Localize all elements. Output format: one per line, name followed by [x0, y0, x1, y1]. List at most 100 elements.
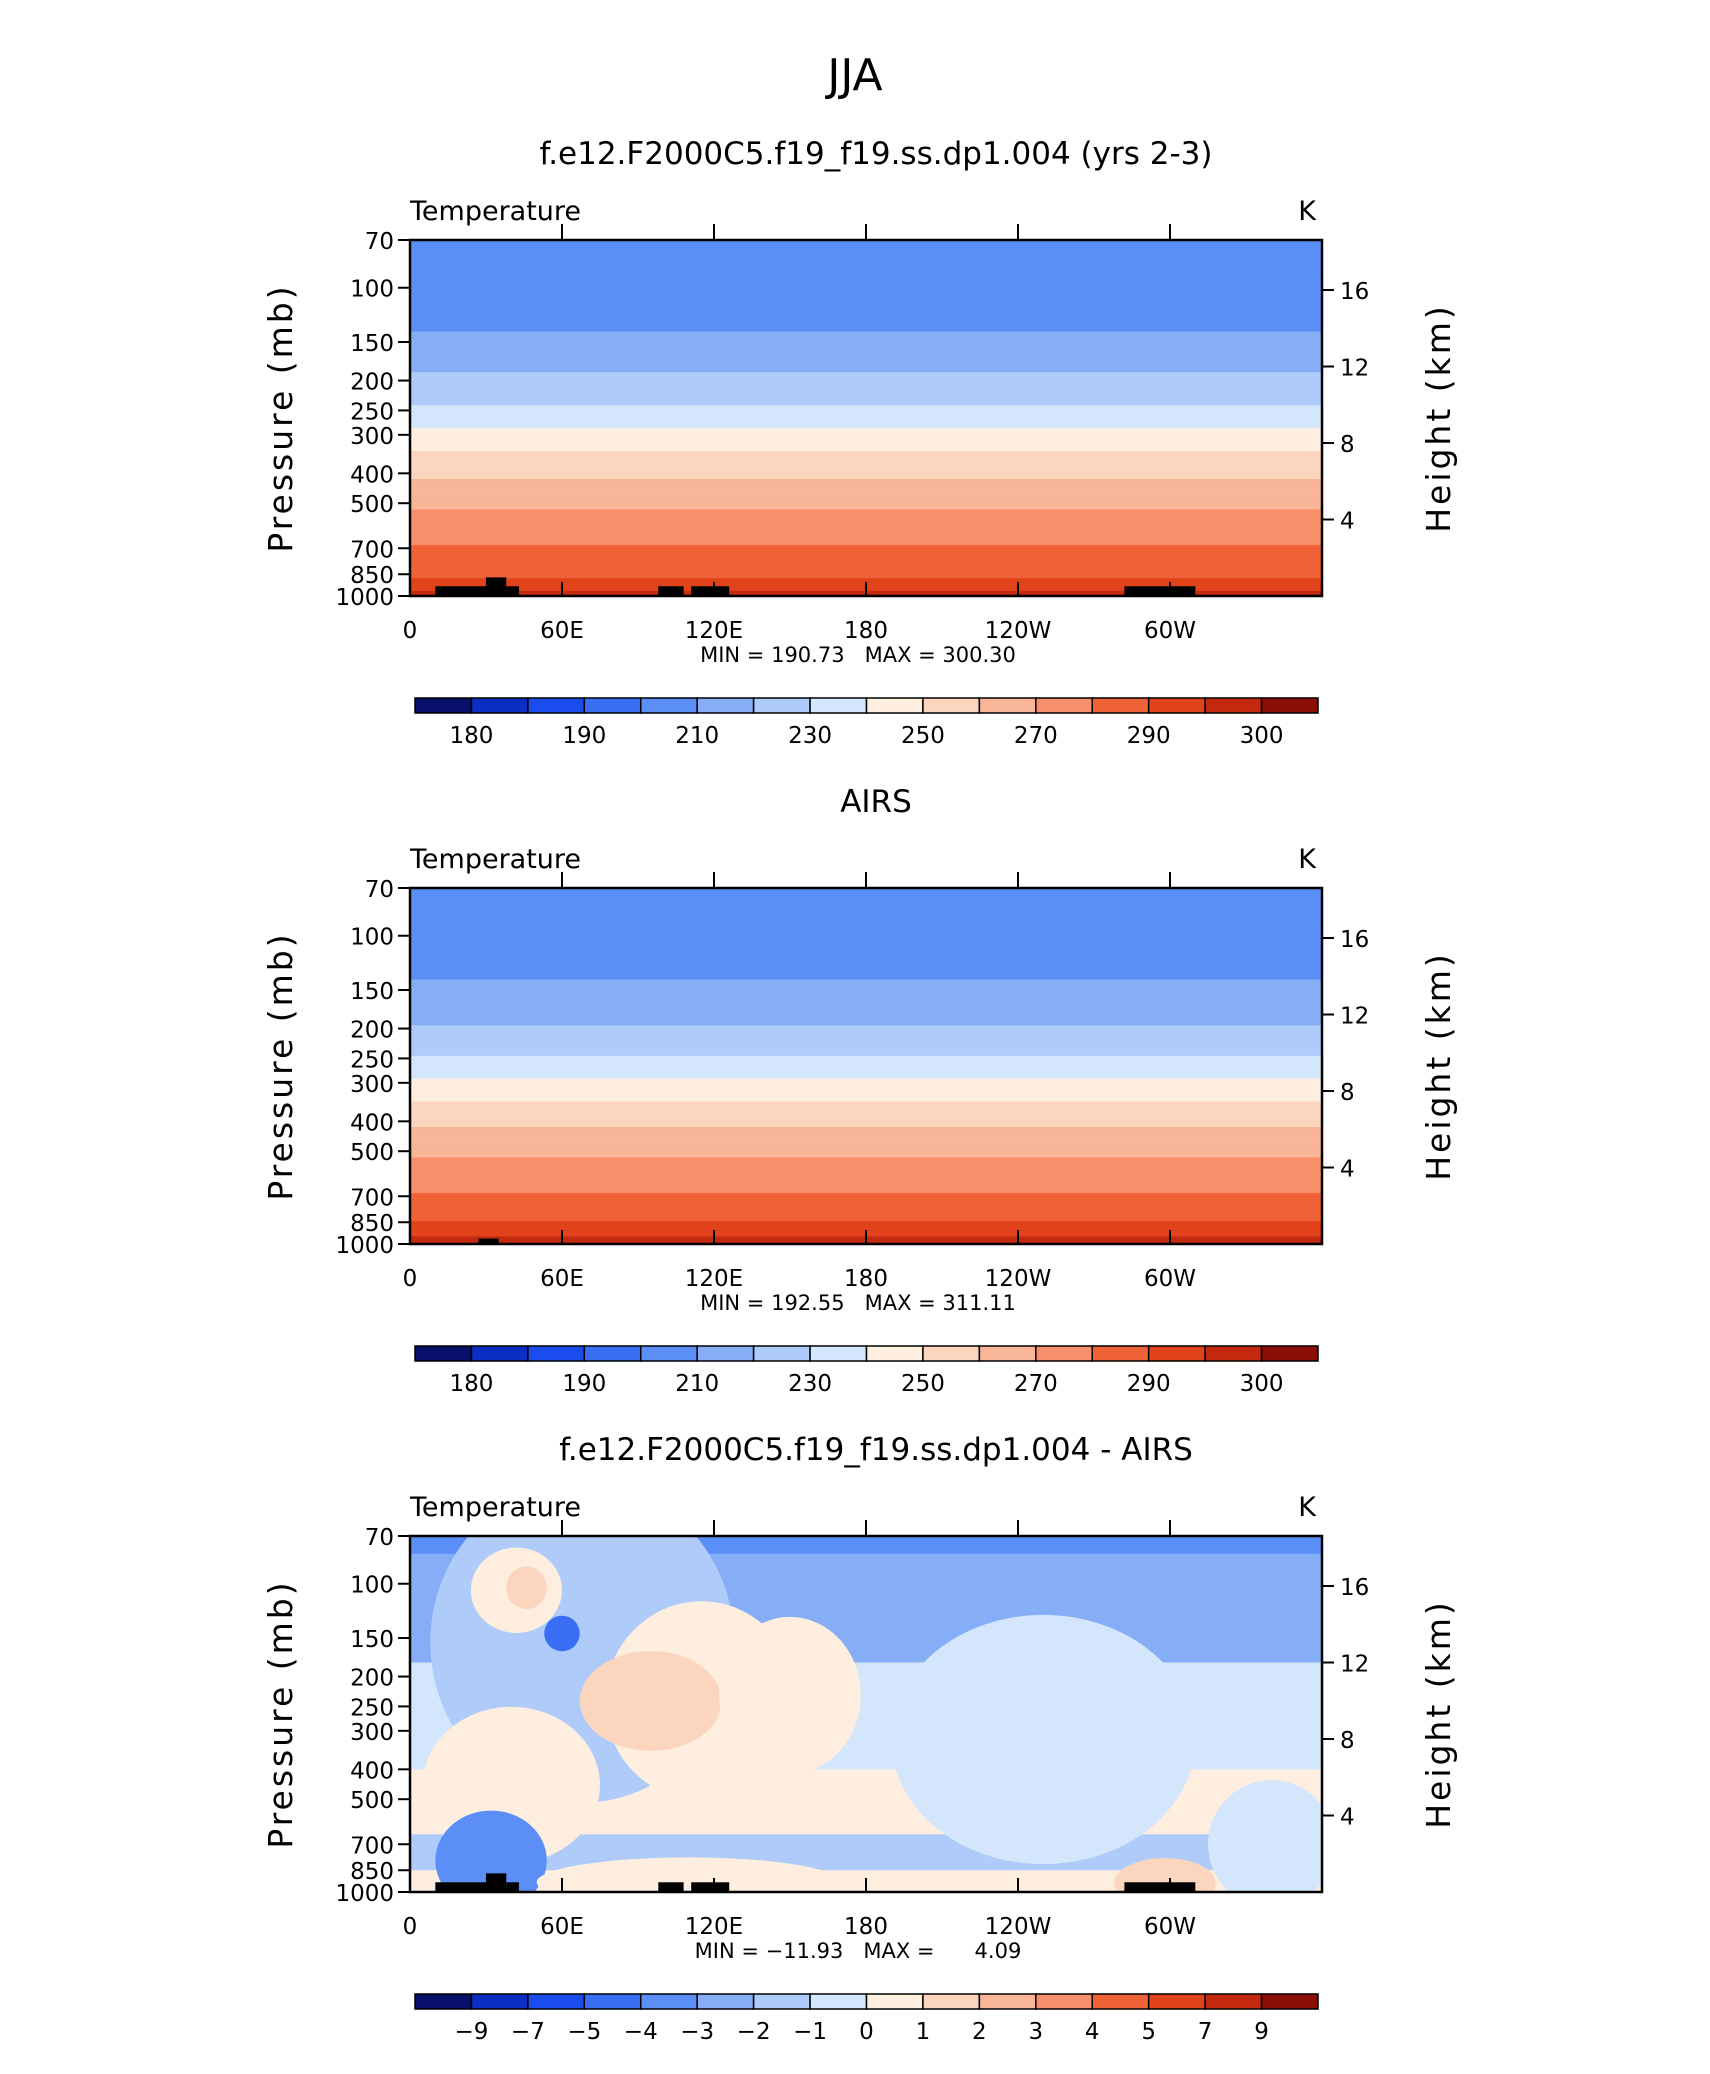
contour-band [410, 491, 1322, 495]
contour-region [891, 1614, 1196, 1865]
colorbar-label: 9 [1254, 2019, 1269, 2045]
contour-band [410, 1060, 1322, 1065]
y-axis-label: Pressure (mb) [261, 283, 300, 552]
contour-band [410, 1180, 1322, 1184]
lon-tick-label: 60E [540, 1914, 584, 1940]
contour-band [410, 339, 1322, 343]
contour-band [410, 540, 1322, 544]
colorbar-label: 290 [1127, 723, 1171, 749]
contour-band [410, 959, 1322, 963]
contour-band [410, 1083, 1322, 1087]
contour-band [410, 255, 1322, 259]
terrain-block [1124, 586, 1196, 596]
pressure-tick-label: 500 [350, 492, 394, 518]
contour-band [410, 433, 1322, 437]
colorbar-label: −1 [793, 2019, 827, 2045]
contour-band [410, 1198, 1322, 1202]
colorbar-box [1091, 697, 1150, 714]
contour-band [410, 316, 1322, 320]
contour-band [410, 994, 1322, 998]
units-label: K [1298, 196, 1317, 227]
contour-band [410, 921, 1322, 925]
contour-band [410, 496, 1322, 500]
contour-band [410, 461, 1322, 465]
contour-band [410, 451, 1322, 455]
height-tick-label: 16 [1340, 927, 1369, 953]
contour-band [410, 318, 1322, 322]
contour-band [410, 1216, 1322, 1220]
contour-band [410, 1142, 1322, 1146]
pressure-tick-label: 700 [350, 1185, 394, 1211]
contour-band [410, 356, 1322, 361]
height-tick-label: 8 [1340, 1080, 1355, 1106]
chart-panel-1: f.e12.F2000C5.f19_f19.ss.dp1.004 (yrs 2-… [261, 136, 1458, 749]
contour-band [410, 354, 1322, 358]
contour-band [410, 893, 1322, 897]
contour-band [410, 501, 1322, 506]
contour-band [410, 288, 1322, 292]
colorbar-box [809, 1345, 868, 1362]
contour-band [410, 245, 1322, 249]
contour-band [410, 1129, 1322, 1133]
lon-tick-label: 0 [403, 618, 418, 644]
contour-band [410, 560, 1322, 564]
contour-band [410, 1050, 1322, 1054]
contour-band [410, 298, 1322, 302]
height-tick-label: 4 [1340, 1805, 1355, 1831]
contour-band [410, 552, 1322, 556]
contour-band [410, 514, 1322, 518]
contour-band [410, 313, 1322, 317]
y-axis-label: Pressure (mb) [261, 1579, 300, 1848]
contour-band [410, 344, 1322, 348]
contour-band [410, 1157, 1322, 1161]
contour-band [410, 905, 1322, 909]
contour-band [410, 1177, 1322, 1182]
contour-band [410, 242, 1322, 246]
colorbar-box [583, 697, 642, 714]
colorbar-box [922, 697, 981, 714]
pressure-tick-label: 500 [350, 1788, 394, 1814]
contour-band [410, 387, 1322, 391]
contour-band [410, 260, 1322, 264]
contour-band [410, 303, 1322, 307]
colorbar-box [640, 1993, 698, 2010]
contour-band [410, 918, 1322, 922]
contour-band [410, 240, 1322, 244]
contour-band [410, 954, 1322, 958]
contour-band [410, 379, 1322, 383]
terrain-block [506, 1882, 519, 1892]
colorbar-label: 4 [1085, 2019, 1100, 2045]
contour-band [410, 562, 1322, 567]
contour-band [410, 1078, 1322, 1082]
contour-band [410, 252, 1322, 256]
colorbar-box [978, 1345, 1037, 1362]
colorbar-box [470, 1993, 529, 2010]
lon-tick-label: 60W [1144, 1914, 1196, 1940]
contour-band [410, 346, 1322, 350]
contour-band [410, 570, 1322, 574]
terrain-block [435, 586, 486, 596]
contour-band [410, 1226, 1322, 1230]
contour-band [410, 984, 1322, 988]
colorbar-label: 230 [788, 1371, 832, 1397]
pressure-tick-label: 850 [350, 563, 394, 589]
contour-band [410, 931, 1322, 935]
contour-field [410, 1536, 1322, 1892]
pressure-tick-label: 1000 [335, 1881, 394, 1907]
contour-band [410, 946, 1322, 950]
contour-band [410, 267, 1322, 272]
contour-band [410, 326, 1322, 330]
y-axis-label-right: Height (km) [1419, 303, 1458, 533]
colorbar-label: 2 [972, 2019, 987, 2045]
colorbar-label: −3 [680, 2019, 714, 2045]
contour-band [410, 440, 1322, 445]
contour-band [410, 1155, 1322, 1159]
pressure-tick-label: 300 [350, 1720, 394, 1746]
contour-band [410, 280, 1322, 284]
contour-band [410, 961, 1322, 965]
contour-band [410, 890, 1322, 894]
colorbar-box [414, 1993, 473, 2010]
contour-band [410, 458, 1322, 462]
contour-band [410, 1116, 1322, 1120]
lon-tick-label: 120W [985, 1266, 1052, 1292]
